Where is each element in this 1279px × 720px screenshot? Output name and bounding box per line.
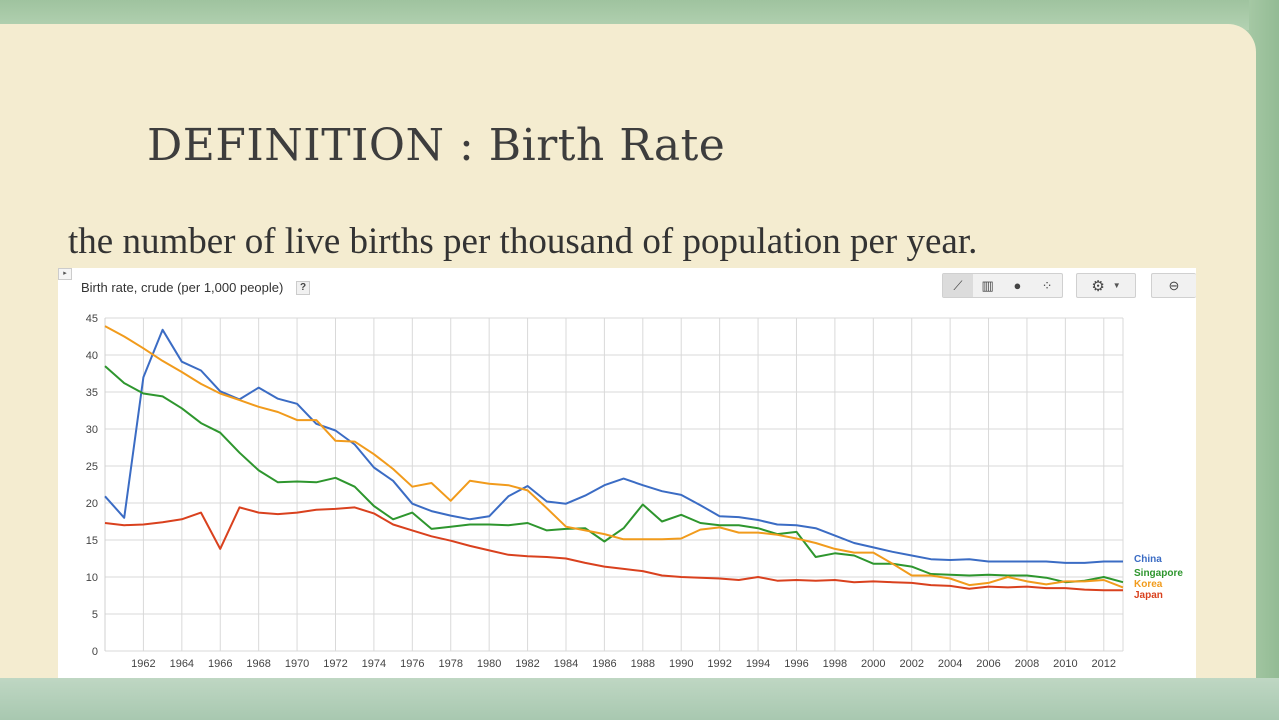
legend-label-china: China	[1134, 554, 1162, 565]
series-line-singapore	[104, 365, 1124, 584]
x-tick-label: 2010	[1053, 658, 1077, 670]
chevron-down-icon: ▼	[1112, 281, 1121, 290]
x-tick-label: 1968	[246, 658, 270, 670]
background-bottom	[0, 678, 1279, 720]
link-icon: ⊖	[1168, 277, 1180, 293]
x-tick-label: 2006	[976, 658, 1000, 670]
gear-icon: ⚙	[1091, 277, 1105, 295]
x-tick-label: 1994	[746, 658, 770, 670]
x-tick-label: 1976	[400, 658, 424, 670]
scatter-icon[interactable]: ⁘	[1041, 277, 1053, 293]
x-tick-label: 1970	[285, 658, 309, 670]
x-tick-label: 1988	[631, 658, 655, 670]
x-tick-label: 1978	[438, 658, 462, 670]
y-tick-label: 25	[86, 461, 98, 473]
x-tick-label: 2000	[861, 658, 885, 670]
x-tick-label: 1990	[669, 658, 693, 670]
collapse-arrow-icon[interactable]: ▸	[58, 268, 72, 280]
x-tick-label: 1972	[323, 658, 347, 670]
line-chart-icon[interactable]: ⟋	[943, 274, 973, 297]
y-tick-label: 30	[86, 424, 98, 436]
x-tick-label: 2002	[899, 658, 923, 670]
x-tick-label: 1996	[784, 658, 808, 670]
x-tick-label: 1998	[823, 658, 847, 670]
chart-title: Birth rate, crude (per 1,000 people)	[81, 280, 284, 295]
slide-title: DEFINITION : Birth Rate	[147, 120, 726, 171]
x-tick-label: 2008	[1015, 658, 1039, 670]
definition-text: the number of live births per thousand o…	[68, 221, 978, 262]
legend-label-singapore: Singapore	[1134, 568, 1183, 579]
legend-label-japan: Japan	[1134, 590, 1163, 601]
y-tick-label: 10	[86, 572, 98, 584]
y-tick-label: 0	[92, 646, 98, 658]
x-tick-label: 1986	[592, 658, 616, 670]
x-tick-label: 2012	[1092, 658, 1116, 670]
y-tick-label: 35	[86, 387, 98, 399]
chart-widget: 0 5 10 15 20 25 30 35 40 45 1962 1964 1966 1968 1970 19…	[58, 268, 1196, 678]
x-tick-label: 1962	[131, 658, 155, 670]
series-line-china	[104, 328, 1123, 564]
view-toolbar: ⟋ ▥ ● ⁘	[942, 273, 1063, 298]
link-button[interactable]: ⊖	[1151, 273, 1196, 298]
x-tick-label: 1982	[515, 658, 539, 670]
x-tick-label: 1974	[362, 658, 386, 670]
y-tick-label: 45	[86, 313, 98, 325]
y-tick-label: 5	[92, 609, 98, 621]
x-tick-label: 1966	[208, 658, 232, 670]
y-tick-label: 40	[86, 350, 98, 362]
x-tick-label: 1980	[477, 658, 501, 670]
chart-canvas: 0 5 10 15 20 25 30 35 40 45 1962 1964 1966 1968 1970 19…	[86, 313, 1184, 670]
series-line-japan	[104, 506, 1123, 592]
legend-label-korea: Korea	[1134, 579, 1163, 590]
x-tick-label: 1964	[170, 658, 194, 670]
y-tick-label: 20	[86, 498, 98, 510]
bar-chart-icon[interactable]: ▥	[981, 277, 994, 293]
series-line-korea	[104, 325, 1124, 589]
x-tick-label: 1992	[707, 658, 731, 670]
y-tick-label: 15	[86, 535, 98, 547]
globe-icon[interactable]: ●	[1013, 278, 1022, 293]
x-tick-label: 1984	[554, 658, 578, 670]
settings-button[interactable]: ⚙ ▼	[1076, 273, 1136, 298]
x-tick-label: 2004	[938, 658, 962, 670]
help-button[interactable]: ?	[296, 281, 310, 295]
